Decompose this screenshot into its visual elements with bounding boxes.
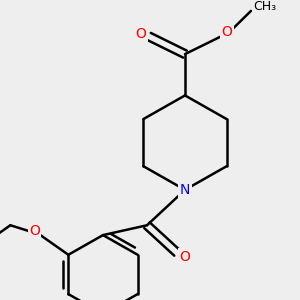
Text: O: O — [29, 224, 40, 238]
Text: N: N — [180, 183, 190, 197]
Text: CH₃: CH₃ — [254, 0, 277, 14]
Text: O: O — [136, 28, 146, 41]
Text: O: O — [222, 26, 232, 40]
Text: O: O — [180, 250, 190, 264]
